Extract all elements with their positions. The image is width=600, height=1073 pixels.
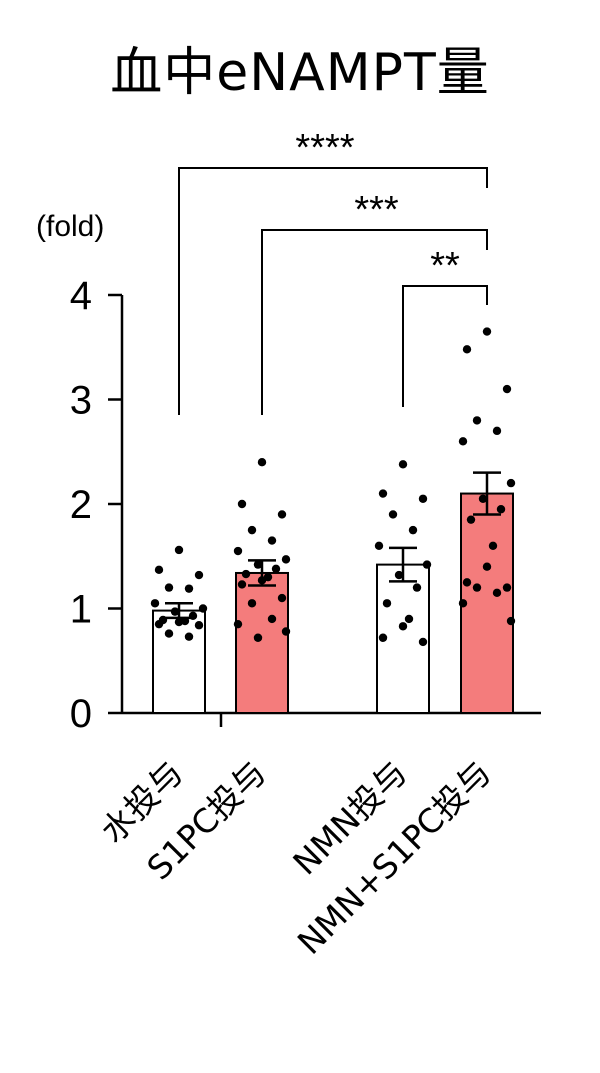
data-point [466, 515, 476, 524]
data-point [404, 614, 414, 624]
data-point [237, 499, 247, 509]
y-tick-label: 2 [70, 483, 92, 527]
bar [460, 492, 514, 714]
data-point [267, 536, 277, 545]
data-point [422, 560, 432, 569]
data-point [233, 546, 243, 556]
data-point [154, 619, 164, 629]
data-point [174, 545, 184, 555]
data-point [164, 583, 174, 592]
data-point [253, 560, 263, 569]
data-point [388, 510, 398, 519]
data-point [271, 564, 281, 573]
y-tick-label: 1 [70, 588, 92, 632]
data-point [374, 541, 384, 550]
data-point [378, 489, 388, 498]
data-point [194, 570, 204, 580]
data-point [281, 555, 291, 564]
data-point [241, 569, 251, 579]
data-point [472, 416, 482, 425]
data-point [281, 627, 291, 636]
data-point [502, 583, 512, 592]
data-point [184, 632, 194, 641]
data-point [382, 599, 392, 608]
data-point [277, 510, 287, 519]
data-point [174, 617, 184, 627]
data-point [237, 580, 247, 589]
data-point [398, 622, 408, 631]
data-point [472, 583, 482, 592]
y-tick-label: 0 [70, 692, 92, 736]
data-point [188, 611, 198, 621]
bar [235, 571, 289, 714]
significance-bracket [402, 285, 488, 407]
data-point [398, 460, 408, 469]
data-point [257, 458, 267, 467]
data-point [418, 637, 428, 647]
data-point [394, 570, 404, 580]
data-point [184, 584, 194, 593]
data-point [194, 621, 204, 630]
data-point [170, 607, 180, 616]
data-point [506, 478, 516, 488]
chart-title: 血中eNAMPT量 [110, 43, 490, 103]
data-point [482, 327, 492, 336]
data-point [458, 437, 468, 446]
data-point [253, 633, 263, 642]
data-point [462, 578, 472, 587]
data-point [492, 588, 502, 598]
data-point [496, 505, 506, 514]
data-point [247, 599, 257, 608]
significance-label: *** [354, 189, 399, 231]
data-point [492, 426, 502, 436]
data-point [502, 384, 512, 394]
data-point [257, 576, 267, 585]
data-point [150, 599, 160, 608]
data-point [462, 345, 472, 354]
y-tick-label: 3 [70, 379, 92, 423]
data-point [247, 525, 257, 535]
data-point [506, 616, 516, 626]
significance-bracket [261, 229, 488, 415]
data-point [154, 565, 164, 575]
data-point [277, 593, 287, 603]
data-point [408, 525, 418, 535]
data-point [267, 614, 277, 624]
significance-bracket [178, 167, 488, 415]
data-point [378, 633, 388, 642]
data-point [418, 494, 428, 503]
data-point [412, 583, 422, 592]
data-point [488, 541, 498, 550]
significance-label: ** [430, 245, 460, 287]
data-point [478, 494, 488, 503]
data-point [458, 599, 468, 608]
data-point [233, 619, 243, 629]
data-point [164, 629, 174, 638]
data-point [198, 604, 208, 613]
significance-label: **** [295, 127, 354, 169]
data-point [482, 562, 492, 571]
y-tick-label: 4 [70, 274, 92, 318]
y-axis-unit-label: (fold) [36, 210, 105, 243]
